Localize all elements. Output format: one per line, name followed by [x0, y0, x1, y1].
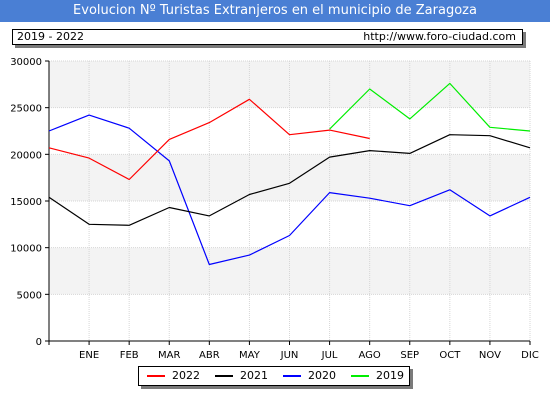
- legend-swatch-2021: [215, 375, 233, 377]
- x-tick-label: JUL: [321, 350, 338, 361]
- legend-swatch-2022: [147, 375, 165, 377]
- x-tick-label: ENE: [79, 350, 99, 361]
- chart-title: Evolucion Nº Turistas Extranjeros en el …: [0, 0, 550, 22]
- x-tick-labels: ENE FEB MAR ABR MAY JUN JUL AGO SEP OCT NOV DIC: [79, 350, 539, 361]
- series-lines: [48, 82, 531, 266]
- y-tick-label: 20000: [10, 150, 42, 161]
- info-box: 2019 - 2022 http://www.foro-ciudad.com: [12, 29, 523, 45]
- series-line-2022: [48, 98, 370, 181]
- legend: 2022 2021 2020 2019: [138, 366, 410, 386]
- gridlines: [48, 60, 531, 342]
- x-tick-label: MAR: [158, 350, 180, 361]
- legend-label-2022: 2022: [172, 369, 200, 382]
- y-tick-labels: 0 5000 10000 15000 20000 25000 30000: [10, 57, 42, 348]
- legend-swatch-2019: [351, 375, 369, 377]
- y-tick-label: 5000: [17, 290, 42, 301]
- x-tick-label: JUN: [280, 350, 299, 361]
- x-tick-label: FEB: [120, 350, 139, 361]
- legend-label-2021: 2021: [240, 369, 268, 382]
- legend-label-2019: 2019: [376, 369, 404, 382]
- x-tick-label: ABR: [199, 350, 220, 361]
- x-tick-label: AGO: [359, 350, 381, 361]
- y-tick-label: 30000: [10, 57, 42, 68]
- y-tick-label: 0: [36, 337, 42, 348]
- x-tick-label: OCT: [439, 350, 461, 361]
- source-url: http://www.foro-ciudad.com: [363, 30, 516, 43]
- legend-label-2020: 2020: [308, 369, 336, 382]
- series-line-2019: [329, 82, 531, 132]
- x-tick-label: SEP: [400, 350, 419, 361]
- series-line-2020: [48, 114, 531, 266]
- axes: [45, 60, 531, 345]
- period-label: 2019 - 2022: [17, 30, 84, 43]
- x-tick-label: DIC: [521, 350, 539, 361]
- y-tick-label: 15000: [10, 197, 42, 208]
- series-line-2021: [48, 134, 531, 226]
- y-tick-label: 10000: [10, 244, 42, 255]
- legend-swatch-2020: [283, 375, 301, 377]
- y-tick-label: 25000: [10, 104, 42, 115]
- x-tick-label: NOV: [479, 350, 501, 361]
- x-tick-label: MAY: [239, 350, 261, 361]
